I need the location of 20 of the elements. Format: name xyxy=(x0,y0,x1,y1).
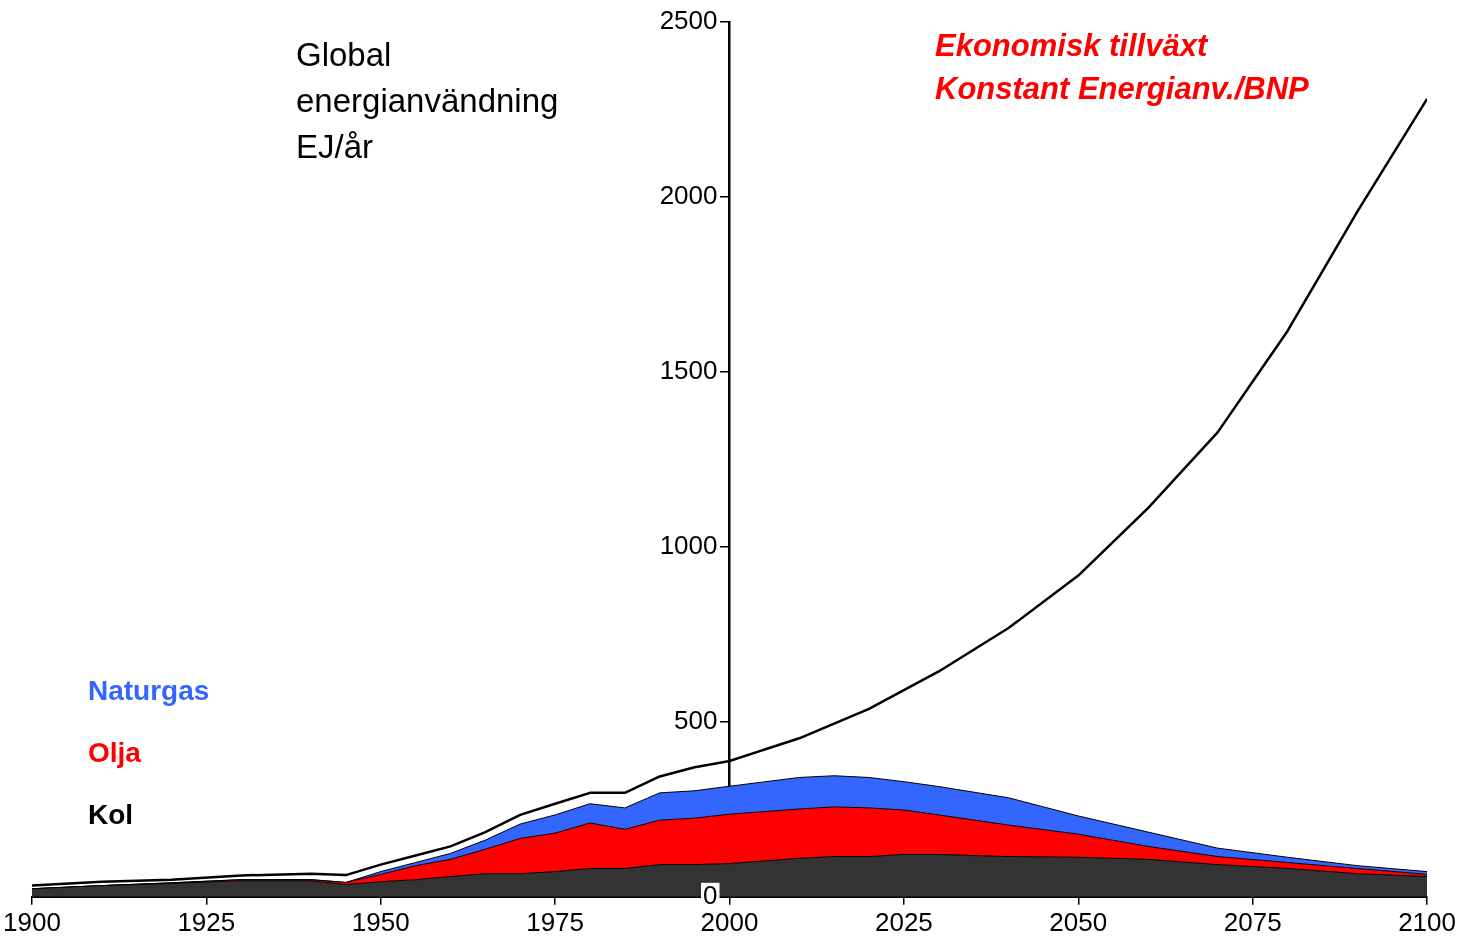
y-axis-title: Global energianvändning EJ/år xyxy=(296,35,560,167)
text: Olja xyxy=(88,737,142,770)
series-label: Kol xyxy=(88,799,135,832)
x-tick-label: 2100 xyxy=(1398,906,1456,937)
y-tick-label: 2000 xyxy=(659,180,718,211)
x-tick-label: 2050 xyxy=(1049,906,1108,937)
annotation: Ekonomisk tillväxt xyxy=(935,27,1210,65)
y-tick-label: 0 xyxy=(703,879,718,910)
text: Naturgas xyxy=(88,675,210,708)
y-tick-label: 2500 xyxy=(659,5,718,36)
x-tick-label: 1900 xyxy=(3,906,61,937)
annotation: Konstant Energianv./BNP xyxy=(935,70,1309,108)
x-tick-label: 1925 xyxy=(177,906,236,937)
y-tick-label: 1500 xyxy=(659,355,718,386)
y-tick-label: 1000 xyxy=(659,530,718,561)
x-tick-label: 2075 xyxy=(1223,906,1282,937)
x-tick-label: 2025 xyxy=(874,906,933,937)
x-tick-label: 1975 xyxy=(526,906,585,937)
x-tick-label: 1950 xyxy=(351,906,410,937)
y-tick-label: 500 xyxy=(674,705,718,736)
